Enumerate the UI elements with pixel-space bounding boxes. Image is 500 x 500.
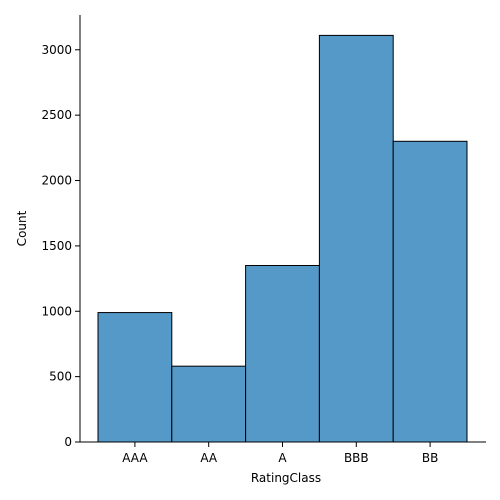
x-tick-label: BB — [422, 451, 438, 465]
bar-a — [246, 265, 320, 442]
bar-aaa — [98, 313, 172, 442]
y-axis-label: Count — [15, 210, 29, 246]
y-tick-label: 1000 — [41, 304, 72, 318]
y-tick-label: 2500 — [41, 108, 72, 122]
x-tick-label: AAA — [122, 451, 148, 465]
y-tick-label: 1500 — [41, 239, 72, 253]
y-tick-label: 500 — [49, 370, 72, 384]
x-axis-label: RatingClass — [251, 471, 321, 485]
bar-bb — [393, 141, 467, 442]
bars-group — [98, 35, 467, 442]
x-tick-label: A — [278, 451, 287, 465]
y-tick-label: 3000 — [41, 43, 72, 57]
bar-bbb — [319, 35, 393, 442]
y-tick-label: 0 — [64, 435, 72, 449]
x-axis-ticks: AAA AA A BBB BB — [122, 442, 438, 465]
x-tick-label: BBB — [344, 451, 369, 465]
y-tick-label: 2000 — [41, 174, 72, 188]
x-tick-label: AA — [200, 451, 218, 465]
bar-aa — [172, 366, 246, 442]
y-axis-ticks: 0 500 1000 1500 2000 2500 3000 — [41, 43, 80, 449]
